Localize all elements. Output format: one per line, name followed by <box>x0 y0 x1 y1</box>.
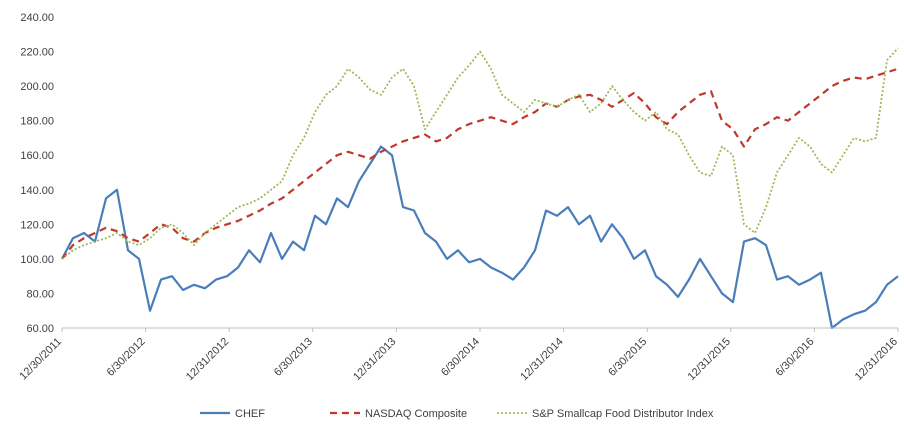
y-tick-label: 100.00 <box>20 254 54 266</box>
x-tick-label: 12/31/2014 <box>518 336 565 383</box>
series-line-chef <box>61 145 899 330</box>
x-axis-ticks: 12/30/2011 6/30/2012 12/31/2012 6/30/2013 12… <box>17 328 900 383</box>
y-tick-label: 220.00 <box>20 47 54 59</box>
x-tick-label: 6/30/2015 <box>606 336 649 379</box>
y-tick-label: 240.00 <box>20 12 54 24</box>
y-tick-label: 140.00 <box>20 185 54 197</box>
y-axis-ticks: 60.00 80.00 100.00 120.00 140.00 160.00 180.00… <box>20 12 54 335</box>
x-tick-label: 12/31/2013 <box>351 336 398 383</box>
x-tick-label: 12/31/2012 <box>184 336 231 383</box>
legend-label-nasdaq: NASDAQ Composite <box>365 408 467 420</box>
series-layer <box>61 47 899 330</box>
x-tick-label: 12/31/2015 <box>686 336 733 383</box>
y-tick-label: 180.00 <box>20 116 54 128</box>
legend-label-chef: CHEF <box>235 408 265 420</box>
y-tick-label: 60.00 <box>26 323 54 335</box>
x-tick-label: 6/30/2012 <box>105 336 148 379</box>
x-tick-label: 6/30/2013 <box>272 336 315 379</box>
y-tick-label: 200.00 <box>20 81 54 93</box>
x-tick-label: 12/31/2016 <box>853 336 900 383</box>
x-tick-label: 6/30/2016 <box>773 336 816 379</box>
legend-label-sp: S&P Smallcap Food Distributor Index <box>532 408 714 420</box>
series-line-sp <box>61 47 899 260</box>
y-tick-label: 80.00 <box>26 288 54 300</box>
legend: CHEF NASDAQ Composite S&P Smallcap Food Di… <box>200 408 714 420</box>
x-tick-label: 6/30/2014 <box>439 336 482 379</box>
y-tick-label: 120.00 <box>20 219 54 231</box>
x-tick-label: 12/30/2011 <box>17 336 64 383</box>
y-tick-label: 160.00 <box>20 150 54 162</box>
series-line-nasdaq <box>61 67 899 260</box>
